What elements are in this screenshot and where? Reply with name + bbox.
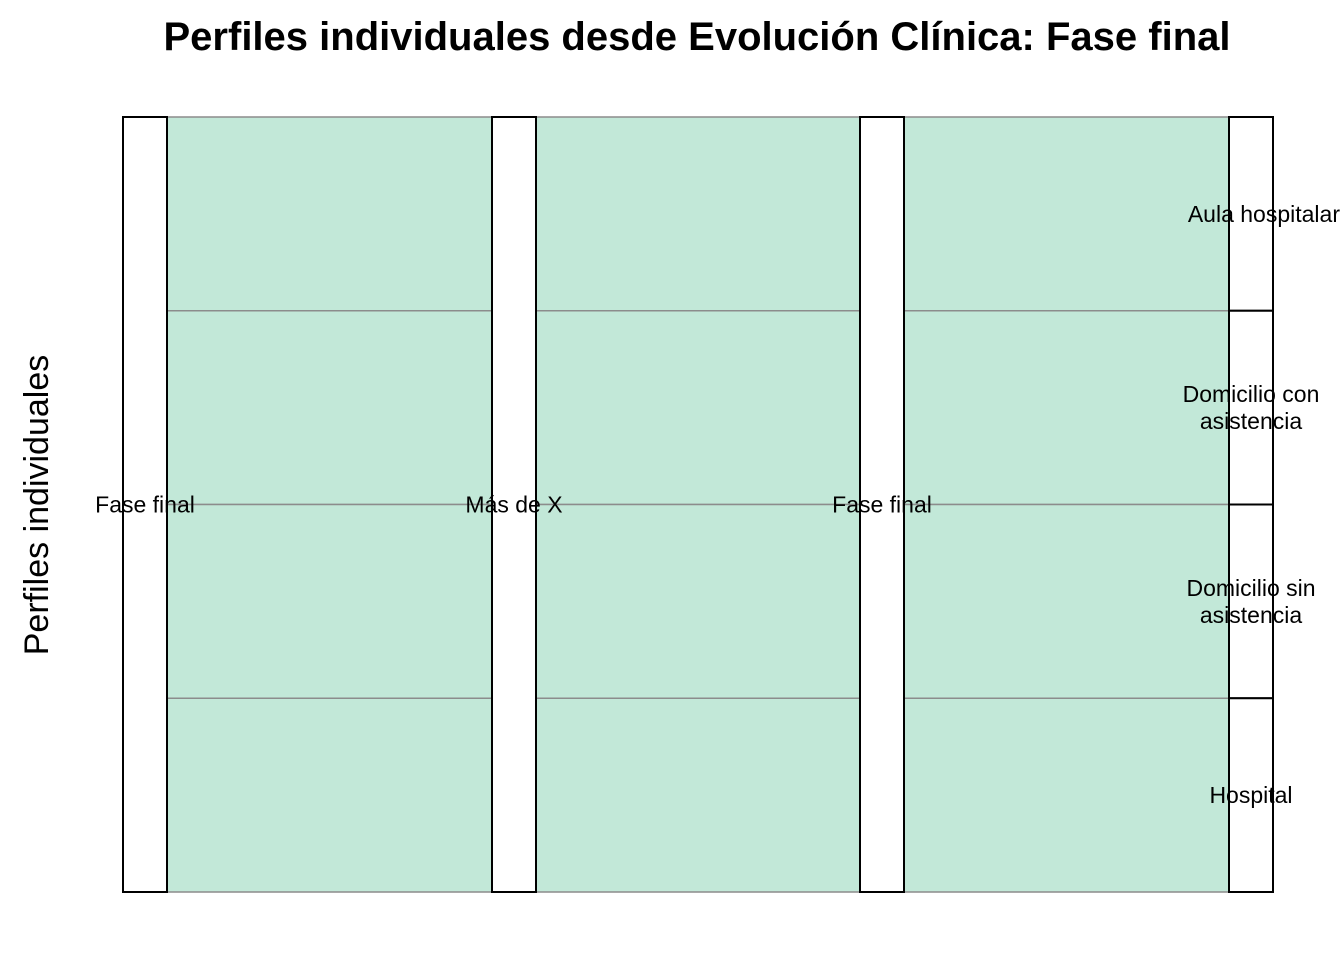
axis-3-stratum-1-label: Fase final bbox=[832, 492, 932, 518]
axis-1-stratum-1-label: Fase final bbox=[95, 492, 195, 518]
axis-4-stratum-4 bbox=[1228, 697, 1274, 893]
axis-4-stratum-4-label: Hospital bbox=[1209, 782, 1292, 808]
labels-layer: Fase final Más de X Fase final Aula hospita… bbox=[95, 201, 1340, 808]
axis-4-stratum-1-label: Aula hospitalar bbox=[1188, 201, 1340, 227]
axis-3-stratum-1 bbox=[859, 116, 905, 893]
axis-2-stratum-1-label: Más de X bbox=[465, 492, 562, 518]
flow-1-segment-3 bbox=[903, 116, 1230, 312]
flow-4-segment-3 bbox=[903, 697, 1230, 893]
flow-3-segment-1 bbox=[166, 503, 493, 700]
axis-4-stratum-3 bbox=[1228, 503, 1274, 700]
flow-2-segment-2 bbox=[535, 309, 861, 506]
flow-2-segment-1 bbox=[166, 309, 493, 506]
strata-layer bbox=[122, 116, 1274, 893]
axis-4-stratum-1 bbox=[1228, 116, 1274, 312]
flow-3-segment-2 bbox=[535, 503, 861, 700]
axis-2-stratum-1 bbox=[491, 116, 537, 893]
axis-4-stratum-2-label: Domicilio con asistencia bbox=[1183, 381, 1320, 434]
flow-4-segment-2 bbox=[535, 697, 861, 893]
axis-4-stratum-3-label: Domicilio sin asistencia bbox=[1186, 575, 1315, 628]
flow-2-segment-3 bbox=[903, 309, 1230, 506]
flow-4-segment-1 bbox=[166, 697, 493, 893]
chart-title: Perfiles individuales desde Evolución Cl… bbox=[164, 15, 1231, 59]
y-axis-label: Perfiles individuales bbox=[18, 355, 56, 656]
axis-1-stratum-1 bbox=[122, 116, 168, 893]
flow-1-segment-2 bbox=[535, 116, 861, 312]
flow-3-segment-3 bbox=[903, 503, 1230, 700]
flows-layer bbox=[166, 116, 1230, 893]
flow-1-segment-1 bbox=[166, 116, 493, 312]
